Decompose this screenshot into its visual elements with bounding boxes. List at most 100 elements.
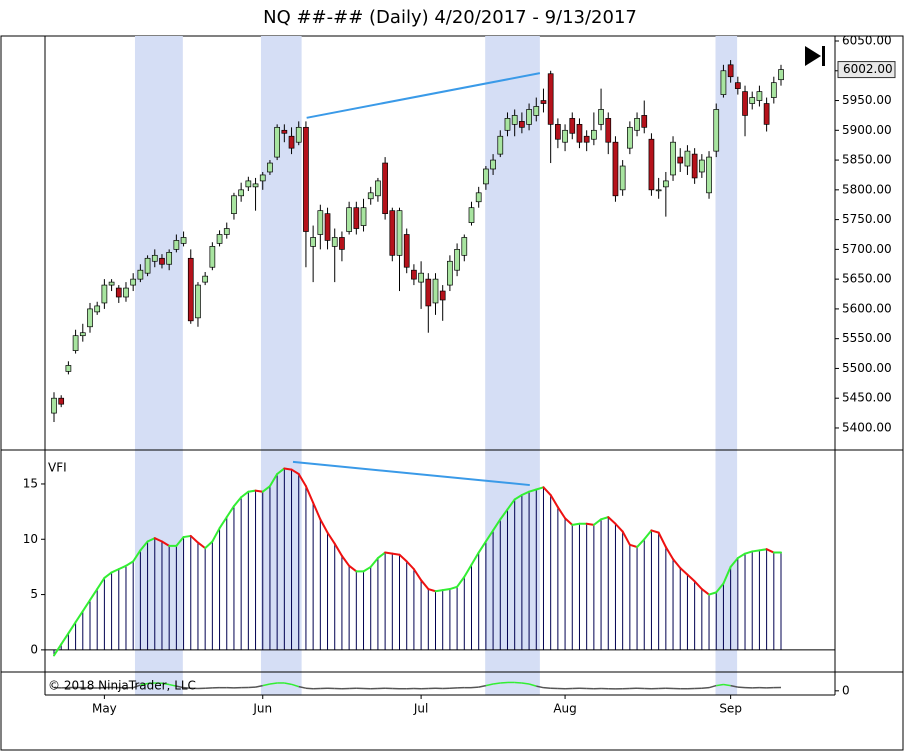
candle-body [418, 272, 424, 283]
y-tick-label: 5850.00 [842, 153, 892, 167]
x-tick-label: Aug [553, 702, 576, 716]
x-tick-label: Sep [719, 702, 742, 716]
candle-body [108, 281, 115, 286]
candle-body [259, 174, 266, 182]
candle-body [331, 237, 338, 247]
vfi-line [693, 580, 703, 591]
vfi-line [312, 501, 322, 521]
y-tick-label: 0 [30, 642, 38, 656]
candle-body [101, 284, 108, 304]
candle-body [303, 126, 309, 232]
indicator-line [176, 685, 184, 689]
vfi-line [657, 531, 667, 549]
vfi-line [456, 575, 466, 588]
vfi-line [348, 564, 358, 573]
vfi-line [182, 534, 192, 539]
vfi-line [60, 632, 70, 646]
y-tick-label: 5550.00 [842, 331, 892, 345]
chart-trader-toggle[interactable] [805, 46, 825, 66]
y-tick-label: 5500.00 [842, 361, 892, 375]
vfi-line [628, 543, 639, 549]
candle-body [346, 207, 352, 232]
session-highlight [715, 672, 738, 695]
vfi-line [420, 579, 430, 591]
vfi-line [412, 568, 423, 582]
y-tick-label: 6050.00 [842, 34, 892, 48]
vfi-line [398, 553, 408, 563]
vfi-line [636, 538, 646, 549]
candle-body [389, 210, 396, 256]
vfi-line [729, 557, 739, 568]
vfi-line [232, 496, 243, 508]
candle-body [403, 234, 410, 268]
indicator-line [269, 682, 278, 685]
candle-body [576, 123, 583, 143]
y-tick-label: 5600.00 [842, 301, 892, 315]
candle-body [382, 162, 388, 214]
vfi-line [247, 489, 257, 493]
vfi-line [492, 518, 502, 532]
candle-body [562, 129, 568, 143]
candle-body [447, 260, 453, 286]
candle-body [627, 126, 633, 149]
vfi-line [434, 589, 444, 593]
session-highlight [260, 36, 302, 450]
session-highlight [134, 450, 183, 672]
x-tick-label: Jul [413, 702, 428, 716]
indicator-line [255, 684, 263, 688]
vfi-line [499, 508, 509, 521]
vfi-line [369, 557, 379, 568]
vfi-line [427, 588, 437, 593]
candle-body [598, 109, 604, 125]
vfi-line [564, 517, 574, 526]
vfi-line [261, 485, 271, 493]
vfi-line [326, 531, 336, 545]
indicator-line [284, 682, 292, 686]
vfi-line [758, 548, 768, 552]
x-tick-label: May [92, 702, 117, 716]
vfi-line [283, 467, 293, 471]
indicator-line [543, 686, 551, 689]
y-tick-label: 5800.00 [842, 182, 892, 196]
vfi-line [528, 488, 538, 493]
candle-body [94, 305, 101, 313]
indicator-line [161, 682, 170, 686]
y-tick-label: 5450.00 [842, 391, 892, 405]
candle-body [360, 207, 367, 226]
candle-body [123, 287, 129, 298]
indicator-line [528, 683, 537, 687]
candle-body [274, 126, 280, 158]
x-tick-label: Jun [252, 702, 272, 716]
trend-line [292, 460, 530, 487]
candle-body [634, 118, 640, 131]
vfi-line [520, 490, 531, 497]
vfi-line [765, 548, 775, 554]
chart-title: NQ ##-## (Daily) 4/20/2017 - 9/13/2017 [263, 7, 637, 28]
candle-body [317, 210, 324, 235]
indicator-line [262, 683, 271, 687]
indicator-line [140, 682, 148, 686]
candle-body [655, 189, 662, 192]
candle-body [490, 159, 496, 170]
candle-body [727, 64, 734, 78]
vfi-line [448, 585, 459, 591]
y-tick-label: 5 [30, 587, 38, 601]
vfi-line [276, 467, 286, 476]
vfi-line [132, 549, 142, 563]
vfi-line [196, 541, 207, 550]
vfi-line [463, 563, 473, 578]
vfi-line [376, 551, 387, 560]
vfi-line [751, 549, 761, 553]
vfi-line [650, 529, 660, 534]
candle-body [51, 397, 57, 414]
candle-body [173, 240, 180, 250]
vfi-line [204, 540, 214, 550]
indicator-line [305, 687, 314, 690]
vfi-line [405, 560, 415, 571]
candle-body [547, 73, 554, 125]
vfi-line [722, 565, 732, 585]
vfi-line [549, 494, 559, 509]
candle-body [742, 91, 748, 116]
vfi-line [103, 571, 113, 579]
